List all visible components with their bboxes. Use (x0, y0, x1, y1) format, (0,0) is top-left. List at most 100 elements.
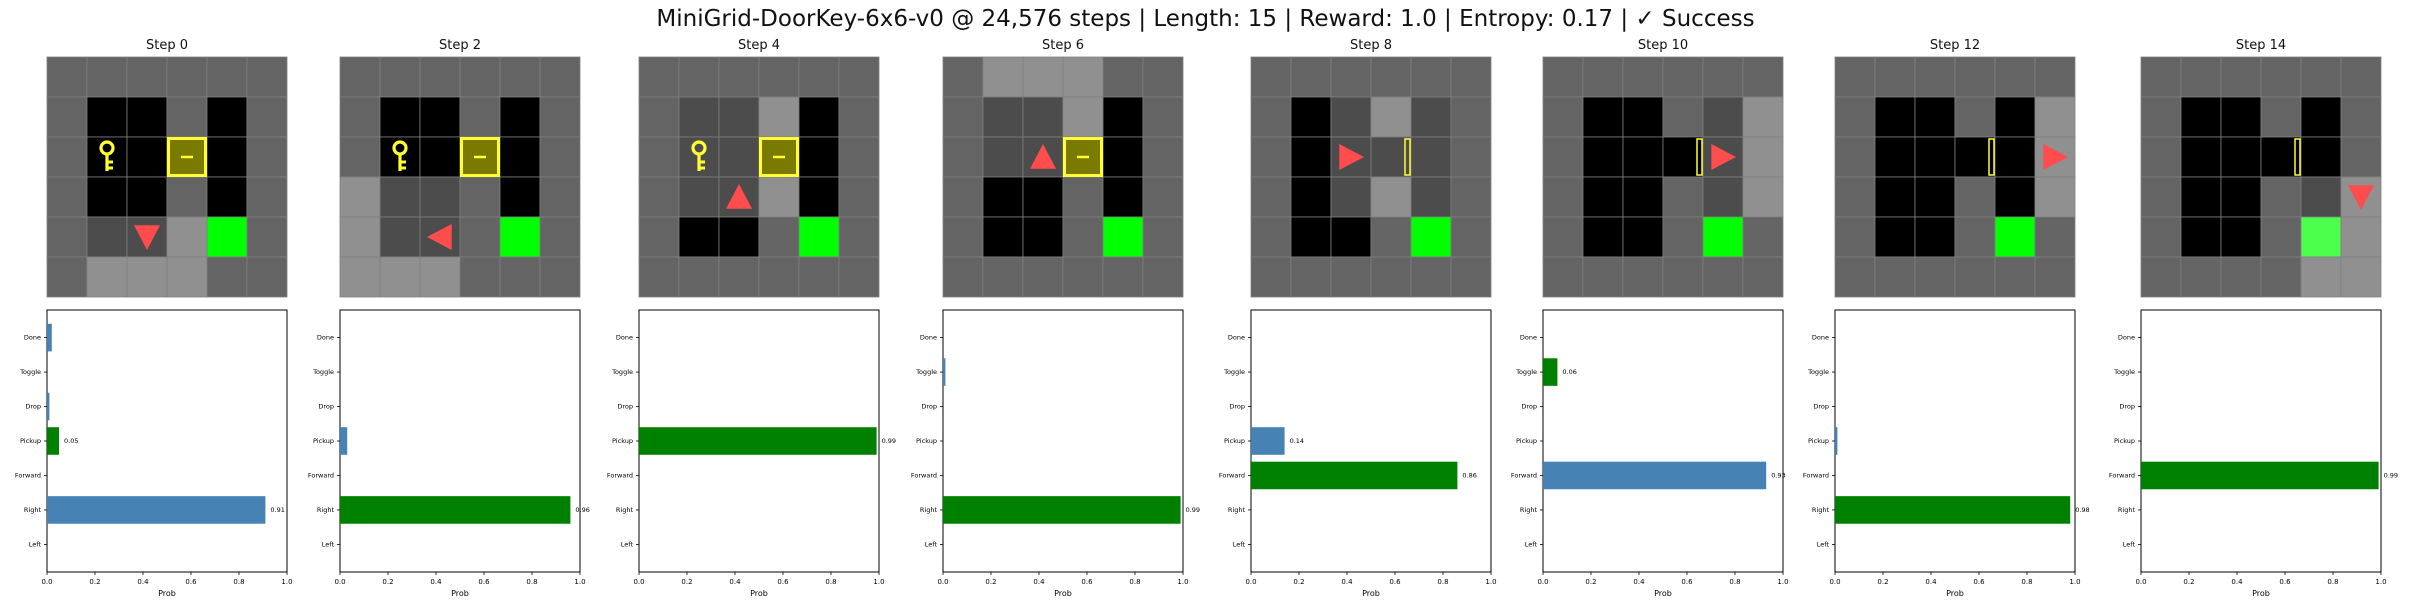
prob-bar-toggle (1543, 358, 1558, 386)
prob-bar-done (47, 323, 52, 352)
grid-cell (2300, 96, 2342, 138)
y-tick-label: Toggle (915, 368, 937, 376)
grid-cell (206, 176, 248, 218)
grid-cell (2140, 216, 2182, 258)
step-panel: Step 0 Done Toggle Drop Pickup Forward Right Le… (15, 0, 347, 611)
grid-cell (1370, 56, 1412, 98)
grid-cell (419, 56, 461, 98)
open-door-icon (2294, 138, 2301, 176)
action-prob-chart: Done Toggle Drop Pickup Forward Right Left 0.06… (1511, 309, 1789, 598)
grid-cell (1450, 96, 1492, 138)
grid-cell (166, 176, 208, 218)
x-axis-label: Prob (451, 589, 469, 598)
grid-cell (798, 56, 840, 98)
grid-cell (459, 216, 501, 258)
grid-cell (1022, 216, 1064, 258)
grid-cell (1542, 256, 1584, 298)
grid-cell (1954, 256, 1996, 298)
grid-cell (838, 256, 880, 298)
grid-cell (2340, 136, 2382, 178)
grid-cell (798, 256, 840, 298)
y-tick-label: Forward (1511, 471, 1537, 479)
grid-cell (718, 136, 760, 178)
bar-value-label: 0.86 (1462, 471, 1476, 479)
grid-cell (678, 256, 720, 298)
grid-cell (2220, 176, 2262, 218)
grid-cell (499, 136, 541, 178)
grid-cell (982, 176, 1024, 218)
grid-cell (1542, 56, 1584, 98)
grid-cell (1914, 176, 1956, 218)
grid-cell (1022, 56, 1064, 98)
y-tick-label: Toggle (2113, 368, 2135, 376)
grid-cell (2034, 216, 2076, 258)
grid-cell (1250, 136, 1292, 178)
x-tick-label: 0.2 (2183, 578, 2194, 586)
step-panel: Step 4 Done Toggle Drop Pickup Forward Right Le… (607, 0, 939, 611)
agent-arrow-icon (2043, 144, 2068, 170)
bar-value-label: 0.14 (1290, 437, 1304, 445)
x-tick-label: 1.0 (1177, 578, 1188, 586)
x-tick-label: 0.8 (1729, 578, 1740, 586)
grid-cell (2140, 176, 2182, 218)
grid-cell (499, 176, 541, 218)
grid-cell (1250, 176, 1292, 218)
x-tick-label: 0.0 (334, 578, 345, 586)
grid-cell (1142, 136, 1184, 178)
grid-cell (1994, 56, 2036, 98)
x-tick-label: 0.8 (2021, 578, 2032, 586)
y-tick-label: Toggle (611, 368, 633, 376)
grid-cell (1250, 96, 1292, 138)
grid-cell (678, 176, 720, 218)
grid-cell (982, 96, 1024, 138)
action-prob-chart: Done Toggle Drop Pickup Forward Right Left 0.14… (1219, 309, 1497, 598)
agent-arrow-icon (427, 224, 452, 250)
grid-cell (1622, 176, 1664, 218)
y-tick-label: Left (322, 540, 335, 548)
plot-frame (942, 309, 1184, 573)
grid-cell (1662, 216, 1704, 258)
grid-cell (1742, 216, 1784, 258)
prob-bar-toggle (943, 358, 946, 386)
grid-cell (1662, 256, 1704, 298)
grid-cell (942, 256, 984, 298)
step-title: Step 8 (1349, 38, 1392, 53)
grid-cell (339, 216, 381, 258)
x-tick-label: 0.6 (1081, 578, 1093, 586)
y-tick-label: Done (1520, 334, 1537, 342)
grid-cell (1062, 176, 1104, 218)
gridworld-render (2140, 56, 2382, 298)
agent-arrow-icon (1339, 144, 1364, 170)
grid-cell (1102, 96, 1144, 138)
action-prob-chart: Done Toggle Drop Pickup Forward Right Left 0.96… (308, 309, 590, 598)
grid-cell (339, 136, 381, 178)
x-tick-label: 1.0 (1777, 578, 1788, 586)
x-tick-label: 0.6 (185, 578, 197, 586)
grid-cell (1290, 96, 1332, 138)
x-tick-label: 0.0 (633, 578, 644, 586)
grid-cell (1102, 136, 1144, 178)
gridworld-render (339, 56, 581, 298)
grid-cell (1250, 216, 1292, 258)
grid-cell (638, 256, 680, 298)
y-tick-label: Done (317, 334, 334, 342)
prob-bar-pickup (1251, 427, 1285, 455)
grid-cell (46, 56, 88, 98)
step-title: Step 2 (438, 38, 481, 53)
grid-cell (339, 176, 381, 218)
grid-cell (419, 136, 461, 178)
x-axis-label: Prob (2252, 589, 2270, 598)
grid-cell (1542, 216, 1584, 258)
y-tick-label: Pickup (612, 437, 633, 445)
grid-cell (499, 56, 541, 98)
x-tick-label: 0.8 (2327, 578, 2338, 586)
grid-cell (2034, 176, 2076, 218)
grid-cell (718, 256, 760, 298)
y-tick-label: Drop (1521, 403, 1537, 411)
grid-cell (1022, 96, 1064, 138)
grid-cell (2260, 256, 2302, 298)
key-icon (392, 140, 408, 171)
grid-cell (1622, 136, 1664, 178)
grid-cell (1582, 176, 1624, 218)
x-tick-label: 0.8 (526, 578, 537, 586)
